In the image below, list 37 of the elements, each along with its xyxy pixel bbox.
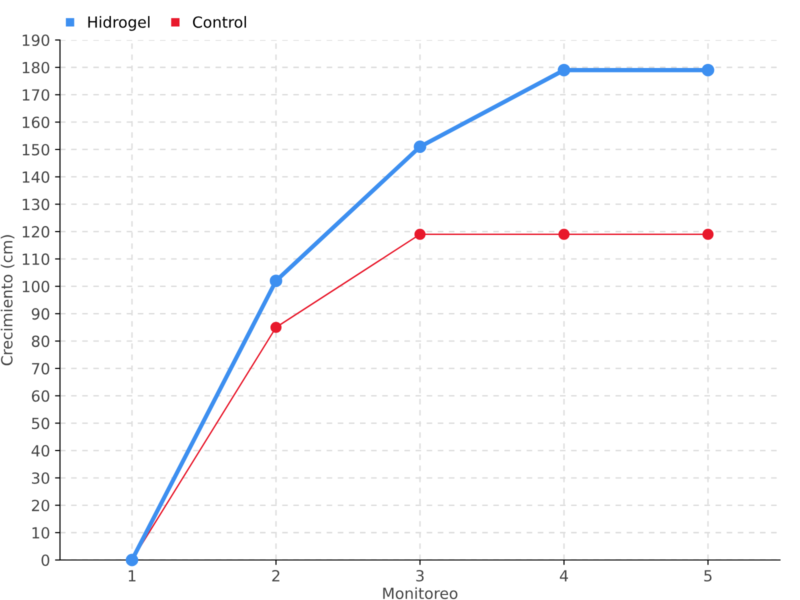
y-tick-label: 0	[42, 554, 50, 566]
y-tick-label: 40	[32, 444, 50, 457]
point	[558, 228, 570, 240]
point	[702, 64, 714, 76]
x-tick-label: 2	[272, 570, 280, 582]
y-tick-label: 90	[32, 308, 50, 320]
y-tick-label: 190	[22, 34, 50, 46]
y-axis-title: Crecimiento (cm)	[0, 235, 14, 366]
legend-label: Control	[193, 16, 246, 28]
y-tick-label: 10	[32, 527, 50, 539]
y-tick-label: 150	[22, 144, 50, 156]
y-tick-label: 80	[32, 336, 50, 348]
x-tick-label: 1	[128, 570, 136, 582]
legend-label: Hidrogel	[88, 16, 150, 31]
y-tick-label: 110	[22, 253, 50, 265]
point	[414, 140, 426, 153]
y-tick-label: 120	[22, 226, 50, 238]
x-tick-label: 3	[416, 570, 424, 582]
point	[702, 228, 714, 240]
y-tick-label: 30	[32, 472, 50, 484]
y-tick-label: 60	[32, 390, 50, 402]
y-tick-label: 20	[32, 500, 50, 512]
y-tick-label: 160	[22, 116, 50, 128]
y-tick-label: 50	[32, 418, 50, 430]
point	[270, 322, 282, 333]
y-tick-label: 180	[22, 62, 50, 74]
y-tick-label: 170	[22, 89, 50, 101]
x-tick-label: 4	[560, 570, 568, 582]
y-tick-label: 70	[32, 362, 50, 374]
y-tick-label: 140	[22, 171, 50, 183]
point	[414, 228, 426, 240]
y-tick-label: 130	[22, 198, 50, 210]
x-axis-title: Monitoreo	[383, 587, 458, 600]
point	[270, 274, 282, 288]
point	[558, 64, 570, 76]
x-tick-label: 5	[704, 570, 712, 582]
y-tick-label: 100	[22, 280, 50, 292]
